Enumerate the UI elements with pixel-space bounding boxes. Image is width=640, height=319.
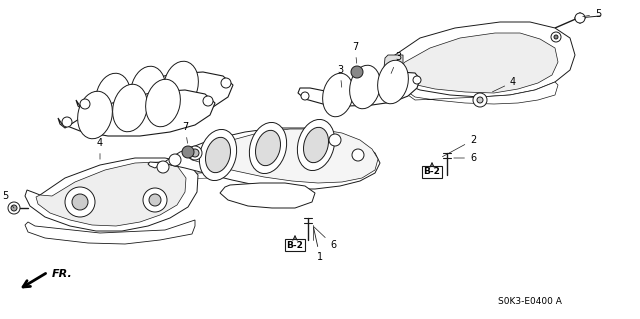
Text: 6: 6 — [314, 227, 336, 250]
Text: 4: 4 — [493, 77, 516, 92]
Ellipse shape — [298, 119, 335, 171]
Polygon shape — [188, 129, 378, 183]
Polygon shape — [220, 183, 315, 208]
Circle shape — [143, 188, 167, 212]
Ellipse shape — [378, 60, 408, 104]
Text: FR.: FR. — [52, 269, 73, 279]
Circle shape — [169, 154, 181, 166]
Circle shape — [157, 161, 169, 173]
Circle shape — [149, 194, 161, 206]
Circle shape — [352, 149, 364, 161]
Circle shape — [8, 202, 20, 214]
Circle shape — [575, 13, 585, 23]
Text: 5: 5 — [583, 9, 601, 19]
Text: 5: 5 — [2, 191, 14, 208]
Ellipse shape — [323, 73, 353, 117]
Ellipse shape — [250, 122, 287, 174]
Circle shape — [477, 97, 483, 103]
Polygon shape — [148, 128, 380, 189]
Circle shape — [221, 78, 231, 88]
Ellipse shape — [95, 73, 131, 121]
Circle shape — [11, 205, 17, 211]
Polygon shape — [58, 90, 215, 136]
Polygon shape — [76, 72, 233, 118]
Text: 4: 4 — [97, 138, 103, 159]
Circle shape — [413, 76, 421, 84]
Ellipse shape — [199, 130, 237, 181]
Circle shape — [551, 32, 561, 42]
Circle shape — [182, 146, 194, 158]
Circle shape — [65, 187, 95, 217]
Ellipse shape — [77, 91, 113, 139]
Polygon shape — [36, 162, 186, 226]
Circle shape — [72, 194, 88, 210]
Circle shape — [62, 117, 72, 127]
Circle shape — [329, 134, 341, 146]
Ellipse shape — [303, 127, 328, 163]
Text: 3: 3 — [337, 65, 343, 87]
Polygon shape — [390, 22, 575, 97]
Text: B-2: B-2 — [287, 241, 303, 249]
Polygon shape — [25, 220, 195, 244]
Polygon shape — [403, 33, 558, 93]
Circle shape — [554, 35, 558, 39]
Text: B-2: B-2 — [424, 167, 440, 176]
Polygon shape — [298, 72, 420, 106]
Ellipse shape — [349, 65, 380, 109]
Circle shape — [203, 96, 213, 106]
Polygon shape — [25, 158, 198, 231]
Circle shape — [301, 92, 309, 100]
Ellipse shape — [113, 84, 147, 132]
Text: 7: 7 — [182, 122, 188, 143]
Ellipse shape — [164, 61, 198, 109]
Ellipse shape — [131, 66, 165, 114]
Circle shape — [473, 93, 487, 107]
Circle shape — [351, 66, 363, 78]
Text: 6: 6 — [454, 153, 476, 163]
Ellipse shape — [146, 79, 180, 127]
Ellipse shape — [205, 137, 230, 173]
Ellipse shape — [255, 130, 280, 166]
Text: 7: 7 — [352, 42, 358, 63]
Text: 2: 2 — [442, 135, 476, 157]
Circle shape — [191, 149, 199, 157]
Circle shape — [188, 146, 202, 160]
Text: 3: 3 — [391, 52, 401, 73]
Polygon shape — [383, 55, 403, 97]
Text: 1: 1 — [314, 228, 323, 262]
Circle shape — [80, 99, 90, 109]
Polygon shape — [408, 82, 558, 104]
Text: S0K3-E0400 A: S0K3-E0400 A — [498, 298, 562, 307]
